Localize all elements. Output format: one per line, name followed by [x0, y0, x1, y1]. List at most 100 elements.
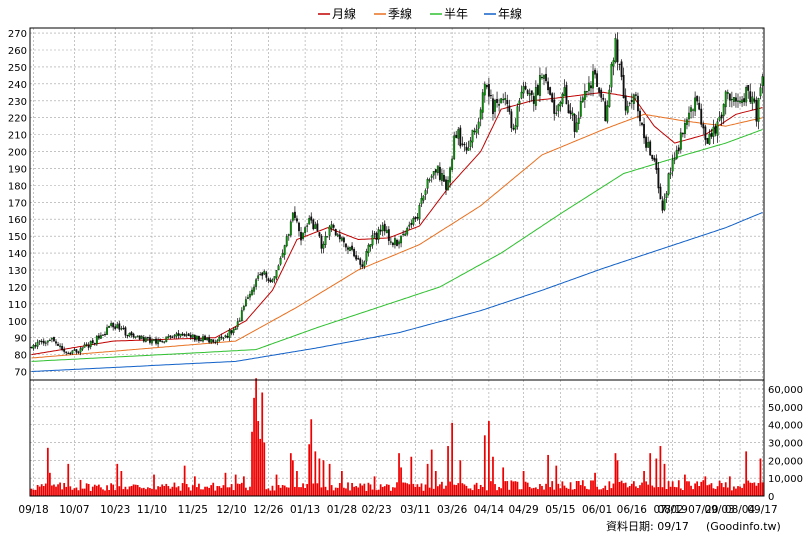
volume-bar — [163, 485, 166, 496]
candle — [761, 76, 764, 87]
candle — [512, 128, 515, 130]
volume-bar — [573, 488, 576, 496]
volume-bar — [622, 483, 625, 496]
volume-bar — [449, 481, 451, 496]
candle — [263, 271, 266, 275]
volume-bar — [265, 489, 268, 496]
candle — [324, 236, 327, 246]
candle — [441, 173, 443, 181]
candle — [383, 223, 386, 232]
candle — [624, 95, 627, 111]
volume-tick-label: 60,000 — [768, 385, 803, 396]
candle — [48, 339, 51, 342]
candle — [700, 108, 703, 125]
volume-bar — [473, 484, 476, 496]
candle — [128, 332, 131, 337]
volume-bar — [677, 480, 680, 496]
price-tick-label: 170 — [8, 198, 27, 209]
volume-bar — [496, 490, 498, 496]
candle — [728, 93, 731, 101]
candle — [534, 87, 537, 106]
volume-bar — [434, 471, 437, 496]
volume-bar — [63, 482, 66, 496]
x-axis-labels: 09/18 10/07 10/23 11/10 11/25 12/10 12/26 01/13… — [18, 504, 777, 516]
volume-bar — [528, 486, 531, 496]
volume-bar — [191, 485, 194, 496]
volume-bar — [98, 484, 100, 496]
x-tick-label: 05/15 — [545, 504, 575, 516]
volume-bar — [700, 481, 703, 496]
candle — [40, 341, 43, 343]
x-tick-label: 06/01 — [582, 504, 612, 516]
volume-bar — [122, 489, 125, 496]
candle — [426, 179, 429, 189]
volume-bar — [291, 460, 294, 496]
volume-bar — [91, 486, 94, 496]
volume-bar — [55, 486, 57, 496]
volume-bar — [218, 486, 221, 496]
volume-bar — [49, 472, 51, 496]
volume-bar — [83, 488, 86, 496]
candle — [269, 279, 272, 283]
candle — [606, 105, 609, 122]
candle — [75, 349, 78, 353]
x-tick-label: 10/07 — [59, 504, 89, 516]
volume-bar — [577, 481, 580, 496]
x-tick-label: 02/23 — [361, 504, 391, 516]
volume-bar — [637, 488, 639, 496]
candle — [714, 125, 717, 134]
volume-bar — [412, 483, 415, 496]
volume-tick-label: 40,000 — [768, 421, 803, 432]
candle — [739, 100, 741, 103]
volume-bar — [463, 484, 466, 496]
volume-bar — [530, 488, 533, 496]
volume-bar — [324, 486, 327, 496]
candle — [541, 76, 543, 79]
candle — [500, 98, 503, 104]
candle — [418, 205, 421, 220]
candle — [306, 225, 309, 227]
volume-bar — [336, 487, 339, 496]
candle — [345, 243, 347, 248]
moving-average-lines — [31, 91, 763, 372]
volume-bar — [561, 481, 564, 496]
candle — [641, 122, 643, 125]
candle — [93, 343, 96, 345]
candle — [206, 337, 209, 340]
candle — [653, 157, 656, 161]
candle — [628, 102, 631, 104]
candle — [249, 293, 251, 298]
volume-bar — [679, 488, 682, 496]
volume-bar — [279, 487, 282, 496]
volume-bar — [439, 484, 441, 496]
candle — [157, 339, 160, 345]
candle — [612, 60, 615, 67]
volume-bars — [30, 378, 764, 496]
volume-bar — [151, 488, 153, 496]
candle — [549, 87, 552, 95]
x-tick-label: 07/20 — [688, 504, 718, 516]
volume-bar — [567, 488, 570, 496]
candle — [244, 299, 247, 307]
volume-bar — [416, 484, 419, 496]
candle — [524, 85, 527, 90]
volume-bar — [283, 485, 286, 496]
volume-bar — [632, 481, 635, 496]
candle — [602, 97, 605, 100]
volume-bar — [665, 488, 668, 496]
candle — [144, 337, 147, 342]
volume-bar — [169, 488, 172, 496]
volume-bar — [134, 484, 137, 496]
candle — [247, 297, 249, 299]
candle — [463, 143, 466, 146]
candle — [377, 229, 380, 240]
volume-bar — [67, 463, 70, 496]
volume-bar — [338, 483, 341, 496]
volume-bar — [704, 476, 707, 496]
volume-bar — [138, 487, 141, 496]
candle — [87, 344, 90, 348]
candle — [675, 149, 678, 159]
candle — [375, 232, 378, 240]
candle — [561, 93, 564, 104]
volume-bar — [108, 489, 110, 496]
